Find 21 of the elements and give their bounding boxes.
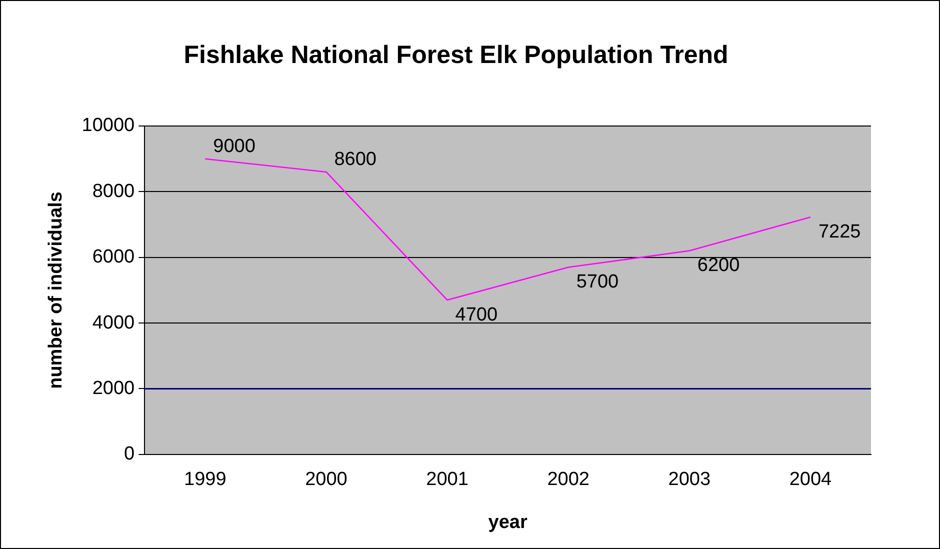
data-label: 7225 — [818, 221, 861, 242]
x-tick-label: 2001 — [426, 469, 468, 490]
data-label: 5700 — [576, 271, 619, 292]
x-tick-label: 2004 — [789, 469, 832, 490]
y-axis-title: number of individuals — [46, 191, 67, 389]
x-tick-label: 2002 — [547, 469, 590, 490]
y-tick-label: 2000 — [92, 378, 135, 399]
data-label: 8600 — [334, 149, 377, 170]
data-label: 6200 — [697, 255, 740, 276]
x-axis-title: year — [488, 512, 528, 533]
x-tick-label: 2000 — [305, 469, 348, 490]
x-tick-label: 1999 — [184, 469, 226, 490]
y-tick-label: 8000 — [92, 180, 135, 202]
y-tick-label: 0 — [124, 444, 135, 465]
y-tick-label: 10000 — [82, 115, 135, 136]
chart-title: Fishlake National Forest Elk Population Trend — [184, 40, 728, 69]
y-tick-label: 6000 — [92, 246, 135, 268]
data-label: 4700 — [455, 304, 498, 326]
data-label: 9000 — [213, 136, 256, 158]
y-tick-label: 4000 — [92, 312, 135, 334]
x-tick-label: 2003 — [668, 469, 711, 490]
